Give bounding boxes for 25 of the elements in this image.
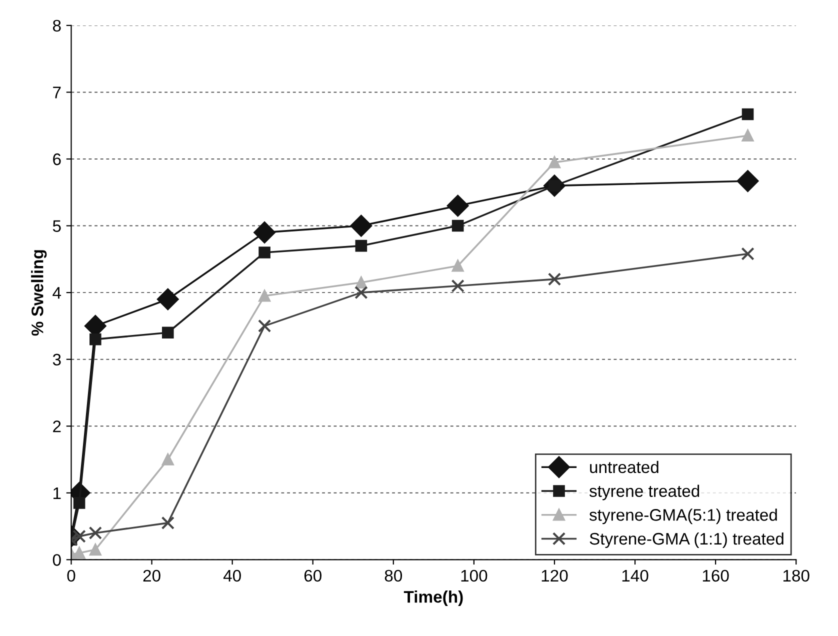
x-tick-label: 140 <box>622 570 648 582</box>
legend-label: styrene-GMA(5:1) treated <box>589 508 777 524</box>
x-tick-label: 100 <box>461 570 488 582</box>
y-tick-label: 7 <box>53 86 61 98</box>
x-tick-label: 160 <box>702 570 729 582</box>
x-tick-label: 80 <box>384 570 402 582</box>
y-tick-label: 8 <box>52 20 61 32</box>
x-tick-label: 40 <box>223 570 241 582</box>
y-tick-label: 3 <box>52 354 61 366</box>
y-tick-label: 4 <box>52 287 62 299</box>
y-tick-label: 5 <box>52 220 61 232</box>
y-tick-label: 1 <box>54 487 61 499</box>
legend-label: styrene treated <box>589 484 700 500</box>
y-tick-label: 0 <box>52 554 61 566</box>
x-tick-label: 60 <box>304 570 322 582</box>
x-tick-label: 180 <box>783 570 810 582</box>
x-tick-label: 120 <box>542 570 568 582</box>
y-tick-label: 2 <box>53 420 61 432</box>
legend-label: untreated <box>590 460 658 474</box>
x-axis-title: Time(h) <box>404 590 463 606</box>
y-tick-label: 6 <box>53 153 61 166</box>
x-tick-label: 0 <box>67 570 76 582</box>
legend-label: Styrene-GMA (1:1) treated <box>590 532 784 548</box>
y-axis-title: % Swelling <box>31 250 47 336</box>
x-tick-label: 20 <box>143 570 160 582</box>
